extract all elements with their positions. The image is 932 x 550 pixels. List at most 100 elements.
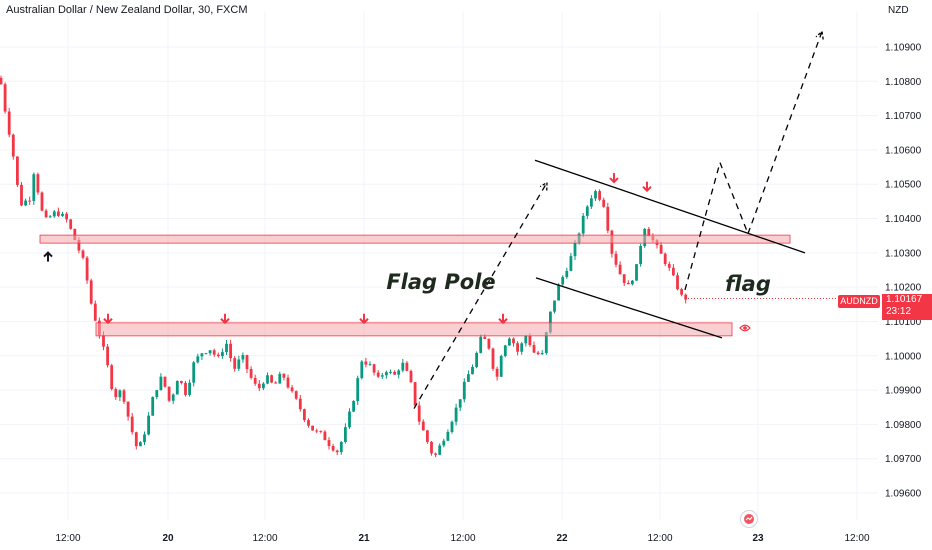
candle-body: [393, 371, 396, 375]
candle-body: [438, 445, 442, 455]
candle-body: [7, 111, 11, 135]
candle-body: [24, 200, 27, 206]
candle-body: [233, 358, 237, 369]
candle-body: [639, 246, 642, 265]
candle-body: [163, 376, 167, 387]
candle-body: [208, 350, 212, 354]
candle-body: [663, 253, 667, 265]
candles-layer: [0, 75, 688, 458]
candle-body: [16, 156, 19, 185]
chart-title: Australian Dollar / New Zealand Dollar, …: [6, 4, 248, 16]
candle-body: [557, 284, 560, 301]
candle-body: [376, 372, 380, 377]
candle-body: [249, 369, 253, 378]
y-tick-label: 1.10600: [885, 145, 922, 156]
candle-body: [216, 354, 220, 357]
candle-body: [102, 335, 105, 347]
candle-body: [626, 282, 630, 285]
candle-body: [618, 264, 622, 275]
candle-body: [130, 416, 134, 433]
candle-body: [237, 359, 241, 369]
y-tick-label: 1.09800: [885, 420, 922, 431]
candle-body: [241, 355, 245, 360]
candle-body: [368, 364, 372, 366]
candle-body: [680, 289, 683, 295]
candle-body: [114, 389, 118, 398]
candle-body: [184, 382, 187, 395]
candle-body: [331, 445, 335, 451]
y-tick-label: 1.10800: [885, 77, 922, 88]
candle-body: [134, 432, 138, 447]
chart-annotation: Flag Pole: [386, 270, 495, 294]
candle-body: [581, 215, 585, 234]
candle-body: [278, 373, 282, 384]
candle-body: [61, 213, 64, 216]
candle-body: [602, 199, 606, 207]
candle-body: [684, 294, 688, 300]
eye-icon[interactable]: [739, 322, 751, 334]
candle-body: [380, 375, 384, 377]
candle-body: [528, 335, 532, 346]
projection-line: [747, 31, 823, 234]
candle-body: [405, 362, 409, 371]
candle-body: [647, 228, 651, 237]
candle-body: [561, 277, 565, 285]
candle-body: [585, 206, 589, 216]
candle-body: [409, 370, 413, 383]
zones-layer: [39, 234, 791, 337]
support-resistance-zone: [95, 322, 733, 337]
down-arrow-head: [359, 318, 369, 325]
candle-body: [356, 378, 360, 402]
y-tick-label: 1.10200: [885, 283, 922, 294]
x-tick-label: 21: [358, 533, 370, 544]
x-tick-label: 12:00: [55, 533, 80, 544]
candle-body: [69, 219, 73, 229]
candle-body: [524, 335, 528, 344]
candle-body: [540, 353, 544, 355]
y-tick-label: 1.09700: [885, 454, 922, 465]
time-axis[interactable]: 12:00 20 12:00 21 12:00 22 12:00 23 12:00: [55, 533, 869, 544]
candle-body: [311, 425, 314, 431]
tradingview-logo-icon[interactable]: [740, 510, 758, 528]
candle-body: [446, 431, 450, 441]
candle-body: [364, 361, 368, 365]
candle-body: [454, 407, 458, 422]
candle-body: [155, 390, 159, 398]
candle-body: [77, 239, 81, 251]
candle-body: [495, 368, 499, 377]
candle-body: [339, 441, 343, 453]
candle-body: [516, 343, 519, 352]
candle-body: [573, 243, 577, 257]
candle-body: [569, 256, 573, 271]
x-tick-label: 12:00: [252, 533, 277, 544]
candle-body: [151, 397, 155, 416]
candle-body: [212, 350, 216, 355]
candle-body: [631, 280, 634, 285]
candle-body: [65, 213, 68, 220]
y-tick-label: 1.10000: [885, 351, 922, 362]
candle-body: [0, 77, 3, 85]
candle-body: [622, 274, 626, 283]
x-tick-label: 23: [752, 533, 764, 544]
price-axis[interactable]: 1.10900 1.10800 1.10700 1.10600 1.10500 1.104…: [885, 43, 922, 500]
candle-body: [483, 336, 487, 339]
candle-body: [85, 257, 89, 281]
candle-body: [118, 390, 122, 398]
candle-body: [225, 343, 228, 353]
candle-body: [221, 352, 224, 357]
candle-body: [89, 280, 93, 304]
candle-body: [175, 380, 179, 395]
candle-body: [360, 361, 364, 379]
candle-body: [385, 372, 388, 376]
y-tick-label: 1.10700: [885, 111, 922, 122]
y-tick-label: 1.10300: [885, 248, 922, 259]
candle-body: [348, 411, 351, 428]
candle-body: [532, 345, 536, 353]
candle-body: [659, 244, 663, 254]
projection-line: [413, 182, 548, 409]
y-tick-label: 1.10900: [885, 43, 922, 54]
candle-body: [475, 352, 478, 368]
candle-body: [188, 382, 191, 395]
x-tick-label: 20: [162, 533, 174, 544]
